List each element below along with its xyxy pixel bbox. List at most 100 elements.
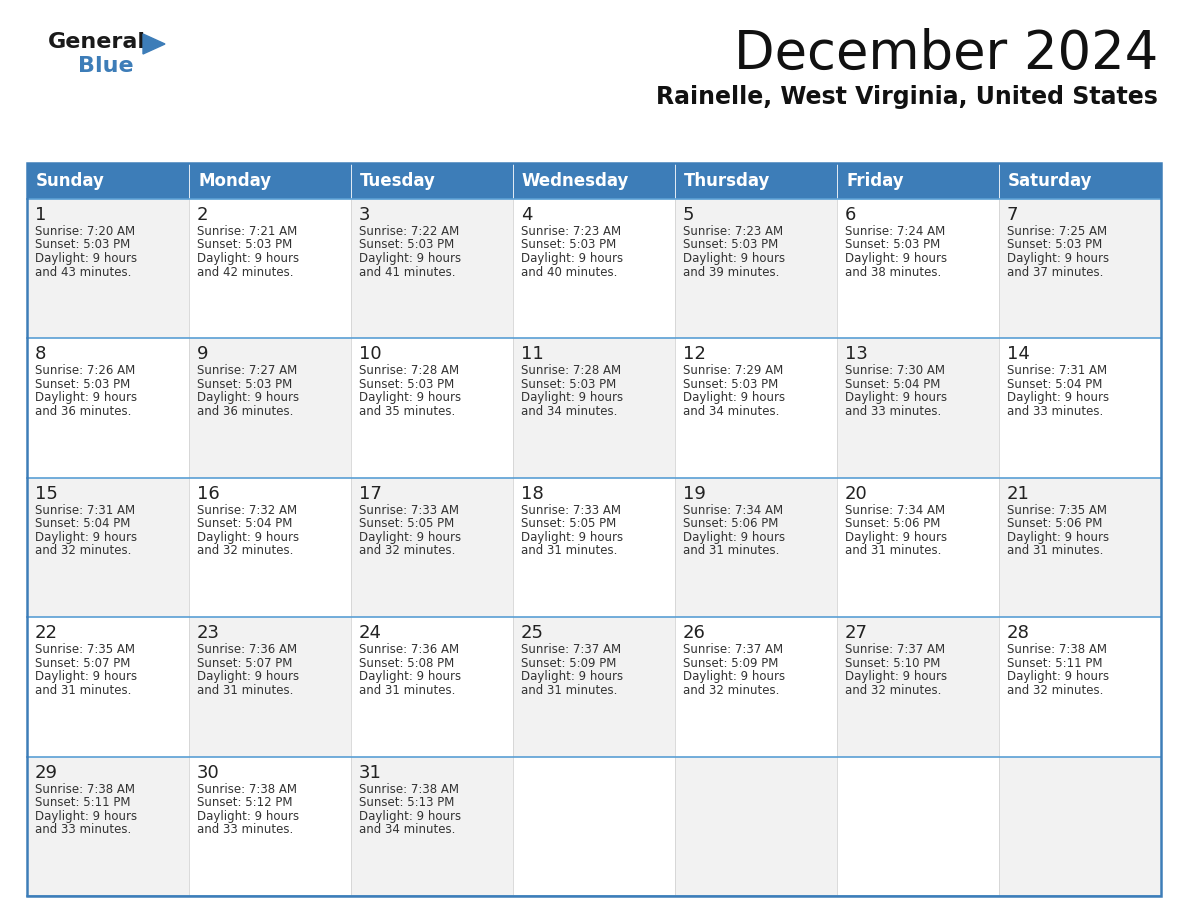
Text: 30: 30: [197, 764, 220, 781]
Text: Daylight: 9 hours: Daylight: 9 hours: [197, 670, 299, 683]
Text: 9: 9: [197, 345, 209, 364]
Bar: [350, 756, 513, 896]
Text: and 37 minutes.: and 37 minutes.: [1007, 265, 1104, 278]
Text: and 41 minutes.: and 41 minutes.: [359, 265, 455, 278]
Text: Sunset: 5:12 PM: Sunset: 5:12 PM: [197, 796, 292, 809]
Text: Sunrise: 7:32 AM: Sunrise: 7:32 AM: [197, 504, 297, 517]
Bar: [513, 339, 675, 477]
Text: 15: 15: [34, 485, 58, 503]
Bar: [513, 199, 675, 339]
Text: Daylight: 9 hours: Daylight: 9 hours: [34, 810, 137, 823]
Bar: [513, 163, 675, 199]
Text: Sunset: 5:06 PM: Sunset: 5:06 PM: [845, 518, 941, 531]
Text: 13: 13: [845, 345, 868, 364]
Text: Sunset: 5:05 PM: Sunset: 5:05 PM: [359, 518, 454, 531]
Text: Sunset: 5:04 PM: Sunset: 5:04 PM: [1007, 378, 1102, 391]
Text: and 32 minutes.: and 32 minutes.: [683, 684, 779, 697]
Text: Sunset: 5:03 PM: Sunset: 5:03 PM: [359, 239, 454, 252]
Text: and 36 minutes.: and 36 minutes.: [34, 405, 132, 418]
Bar: [189, 199, 350, 339]
Text: 24: 24: [359, 624, 383, 643]
Bar: [999, 756, 1161, 896]
Bar: [675, 617, 838, 756]
Text: 26: 26: [683, 624, 706, 643]
Text: Sunset: 5:11 PM: Sunset: 5:11 PM: [1007, 656, 1102, 670]
Bar: [999, 339, 1161, 477]
Text: Sunrise: 7:20 AM: Sunrise: 7:20 AM: [34, 225, 135, 238]
Text: Daylight: 9 hours: Daylight: 9 hours: [683, 252, 785, 265]
Text: Daylight: 9 hours: Daylight: 9 hours: [845, 252, 947, 265]
Text: Sunrise: 7:24 AM: Sunrise: 7:24 AM: [845, 225, 946, 238]
Text: and 32 minutes.: and 32 minutes.: [1007, 684, 1104, 697]
Text: 14: 14: [1007, 345, 1030, 364]
Text: Daylight: 9 hours: Daylight: 9 hours: [1007, 391, 1110, 405]
Text: Sunset: 5:07 PM: Sunset: 5:07 PM: [34, 656, 131, 670]
Text: Sunset: 5:03 PM: Sunset: 5:03 PM: [683, 378, 778, 391]
Bar: [350, 477, 513, 617]
Text: December 2024: December 2024: [734, 28, 1158, 80]
Text: Sunrise: 7:35 AM: Sunrise: 7:35 AM: [34, 644, 135, 656]
Text: Sunrise: 7:38 AM: Sunrise: 7:38 AM: [1007, 644, 1107, 656]
Text: and 31 minutes.: and 31 minutes.: [1007, 544, 1104, 557]
Text: Sunset: 5:03 PM: Sunset: 5:03 PM: [683, 239, 778, 252]
Polygon shape: [143, 34, 165, 54]
Text: Daylight: 9 hours: Daylight: 9 hours: [197, 252, 299, 265]
Text: Sunrise: 7:38 AM: Sunrise: 7:38 AM: [34, 783, 135, 796]
Text: Sunset: 5:05 PM: Sunset: 5:05 PM: [522, 518, 617, 531]
Text: Sunrise: 7:35 AM: Sunrise: 7:35 AM: [1007, 504, 1107, 517]
Bar: [350, 617, 513, 756]
Text: Sunset: 5:03 PM: Sunset: 5:03 PM: [1007, 239, 1102, 252]
Bar: [189, 163, 350, 199]
Text: Daylight: 9 hours: Daylight: 9 hours: [1007, 252, 1110, 265]
Text: Daylight: 9 hours: Daylight: 9 hours: [683, 670, 785, 683]
Bar: [27, 163, 1161, 896]
Text: Sunrise: 7:29 AM: Sunrise: 7:29 AM: [683, 364, 783, 377]
Text: Sunset: 5:03 PM: Sunset: 5:03 PM: [34, 239, 131, 252]
Bar: [350, 163, 513, 199]
Text: Sunrise: 7:36 AM: Sunrise: 7:36 AM: [359, 644, 459, 656]
Text: 7: 7: [1007, 206, 1018, 224]
Text: 27: 27: [845, 624, 868, 643]
Text: 29: 29: [34, 764, 58, 781]
Text: Rainelle, West Virginia, United States: Rainelle, West Virginia, United States: [656, 85, 1158, 109]
Text: Daylight: 9 hours: Daylight: 9 hours: [197, 391, 299, 405]
Text: Daylight: 9 hours: Daylight: 9 hours: [34, 252, 137, 265]
Bar: [838, 199, 999, 339]
Text: and 34 minutes.: and 34 minutes.: [522, 405, 618, 418]
Text: 8: 8: [34, 345, 46, 364]
Text: Daylight: 9 hours: Daylight: 9 hours: [359, 531, 461, 543]
Text: and 31 minutes.: and 31 minutes.: [197, 684, 293, 697]
Text: Sunrise: 7:37 AM: Sunrise: 7:37 AM: [522, 644, 621, 656]
Bar: [675, 199, 838, 339]
Bar: [838, 617, 999, 756]
Text: and 43 minutes.: and 43 minutes.: [34, 265, 132, 278]
Text: Sunrise: 7:36 AM: Sunrise: 7:36 AM: [197, 644, 297, 656]
Text: 16: 16: [197, 485, 220, 503]
Text: and 31 minutes.: and 31 minutes.: [359, 684, 455, 697]
Bar: [27, 756, 189, 896]
Text: 12: 12: [683, 345, 706, 364]
Text: 19: 19: [683, 485, 706, 503]
Text: 21: 21: [1007, 485, 1030, 503]
Bar: [838, 163, 999, 199]
Text: and 33 minutes.: and 33 minutes.: [1007, 405, 1104, 418]
Text: and 33 minutes.: and 33 minutes.: [845, 405, 941, 418]
Text: Sunrise: 7:25 AM: Sunrise: 7:25 AM: [1007, 225, 1107, 238]
Text: Sunrise: 7:34 AM: Sunrise: 7:34 AM: [845, 504, 946, 517]
Text: and 35 minutes.: and 35 minutes.: [359, 405, 455, 418]
Text: Thursday: Thursday: [684, 172, 770, 190]
Text: Saturday: Saturday: [1007, 172, 1093, 190]
Text: and 34 minutes.: and 34 minutes.: [683, 405, 779, 418]
Text: Blue: Blue: [78, 56, 133, 76]
Text: General: General: [48, 32, 146, 52]
Bar: [189, 617, 350, 756]
Text: Sunrise: 7:27 AM: Sunrise: 7:27 AM: [197, 364, 297, 377]
Text: Sunset: 5:04 PM: Sunset: 5:04 PM: [34, 518, 131, 531]
Bar: [999, 477, 1161, 617]
Text: 2: 2: [197, 206, 209, 224]
Text: Monday: Monday: [198, 172, 271, 190]
Text: 3: 3: [359, 206, 371, 224]
Text: and 33 minutes.: and 33 minutes.: [34, 823, 131, 836]
Text: Sunset: 5:03 PM: Sunset: 5:03 PM: [845, 239, 940, 252]
Text: Sunrise: 7:21 AM: Sunrise: 7:21 AM: [197, 225, 297, 238]
